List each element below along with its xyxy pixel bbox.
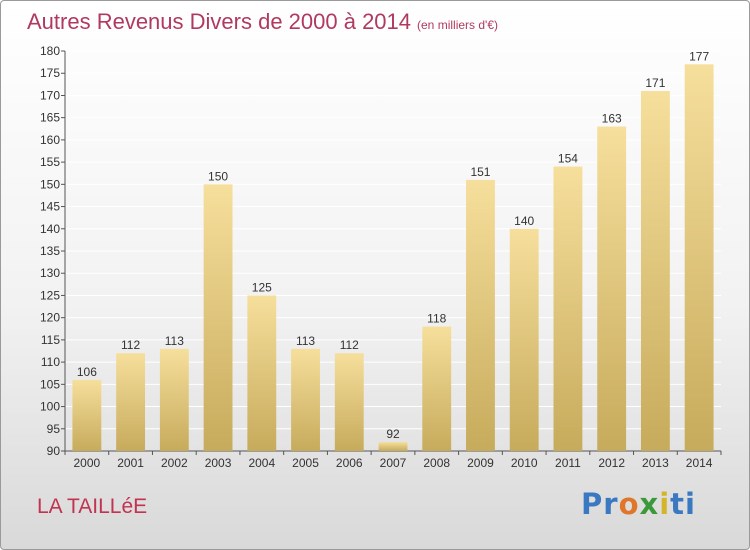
y-tick-label: 115 [41, 333, 60, 347]
y-tick-label: 155 [40, 155, 60, 169]
data-label: 113 [296, 334, 315, 348]
x-tick-label: 2010 [511, 456, 538, 470]
bar-2013 [640, 91, 670, 451]
y-tick-label: 105 [40, 377, 60, 391]
bar-2012 [597, 126, 627, 452]
y-tick-label: 90 [47, 444, 61, 458]
data-label: 92 [386, 427, 400, 441]
y-tick-label: 165 [40, 111, 60, 125]
data-label: 140 [514, 214, 534, 228]
data-label: 154 [558, 152, 578, 166]
x-tick-label: 2014 [686, 456, 713, 470]
data-label: 106 [77, 365, 97, 379]
y-tick-label: 135 [40, 244, 60, 258]
bar-2007 [378, 442, 408, 451]
data-label: 112 [340, 338, 359, 352]
y-tick-labels: 90 95 100 105 110 115 120 125 130 135 140 145 150 155… [40, 44, 60, 458]
y-tick-label: 150 [40, 177, 60, 191]
bar-2011 [553, 166, 583, 452]
x-tick-label: 2000 [74, 456, 101, 470]
chart-title: Autres Revenus Divers de 2000 à 2014 (en … [27, 9, 498, 35]
data-label: 112 [121, 338, 140, 352]
x-tick-label: 2003 [205, 456, 232, 470]
data-labels: 106 112 113 150 125 113 112 92 118 151 140 154 163 17… [77, 49, 710, 441]
data-label: 150 [208, 169, 228, 183]
y-tick-label: 180 [40, 44, 60, 58]
x-tick-label: 2004 [248, 456, 275, 470]
bar-2000 [72, 379, 102, 451]
x-tick-label: 2009 [467, 456, 494, 470]
y-tick-label: 170 [40, 88, 60, 102]
bar-2001 [116, 353, 146, 451]
bar-2014 [684, 64, 714, 452]
y-tick-label: 140 [40, 222, 60, 236]
bars [72, 64, 714, 452]
y-tick-label: 145 [40, 200, 60, 214]
place-name: LA TAILLéE [37, 495, 148, 518]
x-tick-label: 2011 [555, 456, 581, 470]
data-label: 118 [427, 312, 446, 326]
data-label: 163 [602, 112, 622, 126]
x-tick-label: 2005 [292, 456, 319, 470]
proxiti-logo[interactable]: Proxiti [581, 487, 696, 521]
y-tick-label: 120 [40, 311, 60, 325]
y-tick-label: 95 [47, 422, 61, 436]
data-label: 113 [165, 334, 184, 348]
bar-2002 [159, 348, 189, 451]
y-tick-label: 100 [40, 400, 60, 414]
y-tick-label: 160 [40, 133, 60, 147]
bar-2010 [509, 228, 539, 451]
data-label: 177 [689, 49, 709, 63]
x-tick-label: 2002 [161, 456, 188, 470]
bar-2005 [291, 348, 320, 451]
bar-2003 [203, 184, 233, 452]
data-label: 151 [470, 165, 490, 179]
x-tick-label: 2013 [642, 456, 669, 470]
y-tick-label: 125 [40, 288, 60, 302]
x-tick-label: 2008 [423, 456, 450, 470]
x-tick-label: 2007 [380, 456, 407, 470]
bar-2009 [466, 179, 495, 451]
title-unit: (en milliers d'€) [417, 18, 498, 32]
data-label: 171 [645, 76, 665, 90]
bar-2008 [422, 326, 452, 451]
x-tick-label: 2001 [117, 456, 144, 470]
x-tick-label: 2012 [598, 456, 625, 470]
title-text: Autres Revenus Divers de 2000 à 2014 [27, 9, 412, 34]
y-tick-label: 110 [41, 355, 60, 369]
data-label: 125 [252, 280, 272, 294]
y-tick-label: 175 [40, 66, 60, 80]
bar-2006 [334, 353, 364, 451]
x-tick-labels: 2000 2001 2002 2003 2004 2005 2006 2007 2008 2009… [64, 451, 722, 470]
x-tick-label: 2006 [336, 456, 363, 470]
bar-2004 [247, 295, 277, 451]
y-tick-label: 130 [40, 266, 60, 280]
